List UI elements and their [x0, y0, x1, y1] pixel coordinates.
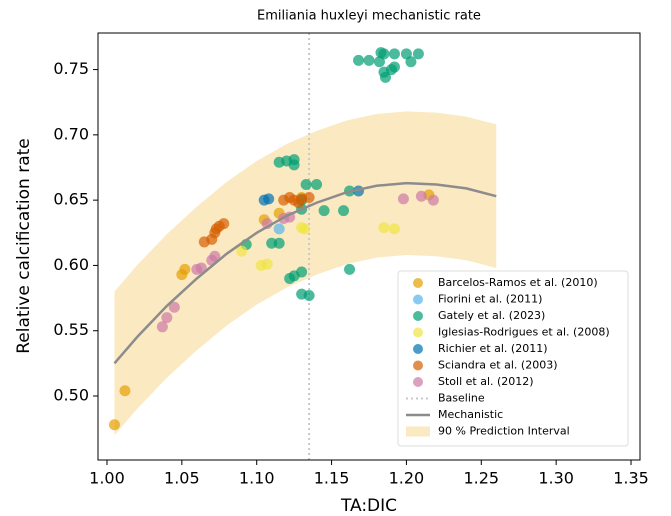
chart-title: Emiliania huxleyi mechanistic rate [257, 9, 481, 24]
data-point [300, 178, 312, 190]
legend-label: Fiorini et al. (2011) [438, 293, 542, 306]
legend: Barcelos-Ramos et al. (2010) Fiorini et a… [397, 270, 629, 447]
data-point [168, 301, 180, 313]
data-point [378, 222, 390, 234]
legend-box [397, 270, 629, 447]
x-tick-label: 1.35 [613, 469, 649, 488]
data-point [296, 266, 308, 278]
y-tick-label: 0.75 [53, 59, 89, 78]
legend-label: Baseline [438, 392, 485, 405]
legend-label: Stoll et al. (2012) [438, 375, 534, 388]
legend-label: 90 % Prediction Interval [438, 425, 570, 438]
data-point [273, 237, 285, 249]
mechanistic-line [113, 181, 497, 365]
data-point [161, 312, 173, 324]
plot-frame [97, 32, 641, 461]
data-point [108, 419, 120, 431]
x-tick-label: 1.20 [389, 469, 425, 488]
data-point [273, 223, 285, 235]
data-point [218, 218, 230, 230]
legend-marker [413, 377, 423, 387]
data-point [303, 192, 315, 204]
legend-marker [413, 360, 423, 371]
legend-label: Iglesias-Rodrigues et al. (2008) [438, 326, 610, 339]
data-point [388, 223, 400, 235]
data-point [344, 263, 356, 275]
legend-label: Mechanistic [438, 408, 503, 421]
data-point [195, 262, 207, 274]
data-point [353, 54, 365, 66]
legend-label: Richier et al. (2011) [438, 342, 548, 355]
data-point [363, 54, 375, 66]
data-point [379, 71, 391, 83]
data-point [388, 48, 400, 60]
legend-marker [413, 278, 423, 288]
legend-label: Barcelos-Ramos et al. (2010) [438, 276, 598, 289]
data-point [156, 321, 168, 333]
data-point [412, 48, 424, 60]
y-axis-label: Relative calcification rate [14, 138, 34, 354]
legend-label: Gately et al. (2023) [438, 309, 545, 322]
y-tick-label: 0.50 [53, 386, 89, 405]
legend-marker [413, 294, 423, 305]
y-tick-label: 0.60 [53, 255, 89, 274]
legend-marker [406, 426, 430, 437]
data-point [405, 56, 417, 68]
data-point [397, 193, 409, 205]
data-point [236, 245, 248, 257]
legend-marker [413, 344, 423, 354]
data-point [119, 385, 131, 397]
y-tick-label: 0.70 [53, 124, 89, 143]
x-tick-label: 1.00 [89, 469, 125, 488]
data-point [299, 223, 311, 235]
x-tick-label: 1.05 [164, 469, 200, 488]
data-point [427, 194, 439, 206]
data-point [311, 178, 323, 190]
data-point [261, 258, 273, 270]
data-point [179, 263, 191, 275]
legend-label: Sciandra et al. (2003) [438, 359, 558, 372]
x-tick-label: 1.15 [314, 469, 350, 488]
data-point [288, 159, 300, 171]
x-tick-label: 1.25 [463, 469, 499, 488]
data-point [415, 190, 427, 202]
data-point [373, 56, 385, 68]
data-point [209, 250, 221, 262]
x-tick-label: 1.30 [538, 469, 574, 488]
x-tick-label: 1.10 [239, 469, 275, 488]
data-point [338, 205, 350, 217]
data-point [303, 289, 315, 301]
x-axis-label: TA:DIC [340, 496, 397, 516]
legend-marker [413, 327, 423, 338]
y-tick-label: 0.65 [53, 190, 89, 209]
data-point [388, 61, 400, 73]
y-tick-label: 0.55 [53, 320, 89, 339]
legend-marker [413, 311, 423, 321]
data-point [263, 193, 275, 205]
data-point [318, 205, 330, 217]
